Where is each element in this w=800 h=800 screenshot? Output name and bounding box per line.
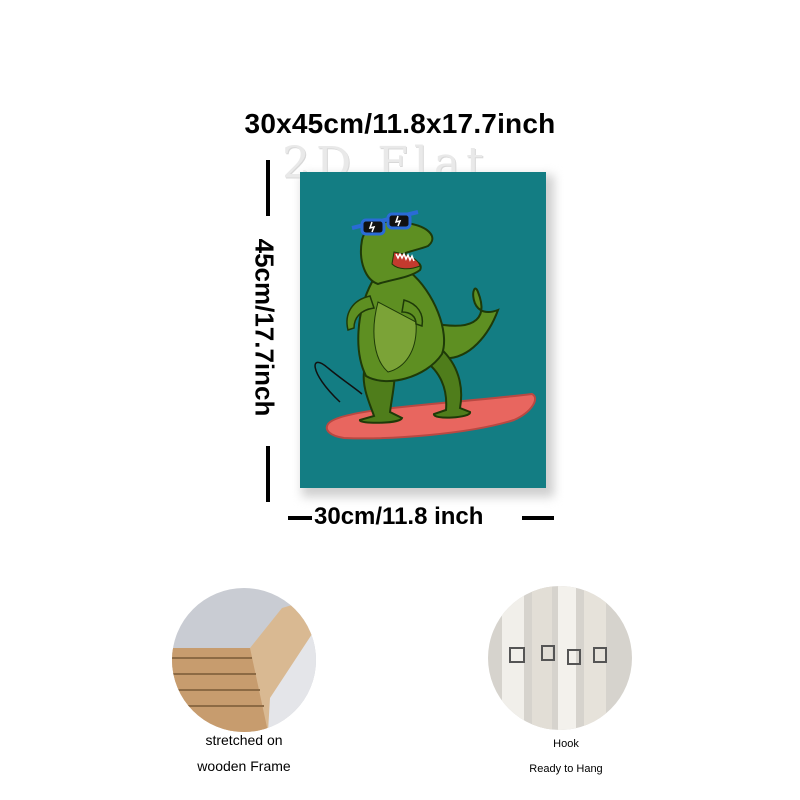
hook-photo [488,586,632,730]
overall-size-label: 30x45cm/11.8x17.7inch [244,108,556,139]
hook-caption-line2: Ready to Hang [529,763,603,775]
height-dimension-line-bottom [266,446,270,502]
frame-caption-line1: stretched on [205,732,283,748]
frame-caption-line2: wooden Frame [197,758,291,774]
height-label: 45cm/17.7inch [249,238,280,417]
width-label: 30cm/11.8 inch [314,503,484,530]
width-dimension-line-left [288,516,312,520]
dinosaur-surfing-illustration [314,210,537,440]
height-dimension-line-top [266,160,270,216]
wooden-frame-photo [172,588,316,732]
hook-caption-line1: Hook [553,738,579,750]
canvas-artwork [300,172,546,488]
width-dimension-line-right [522,516,554,520]
